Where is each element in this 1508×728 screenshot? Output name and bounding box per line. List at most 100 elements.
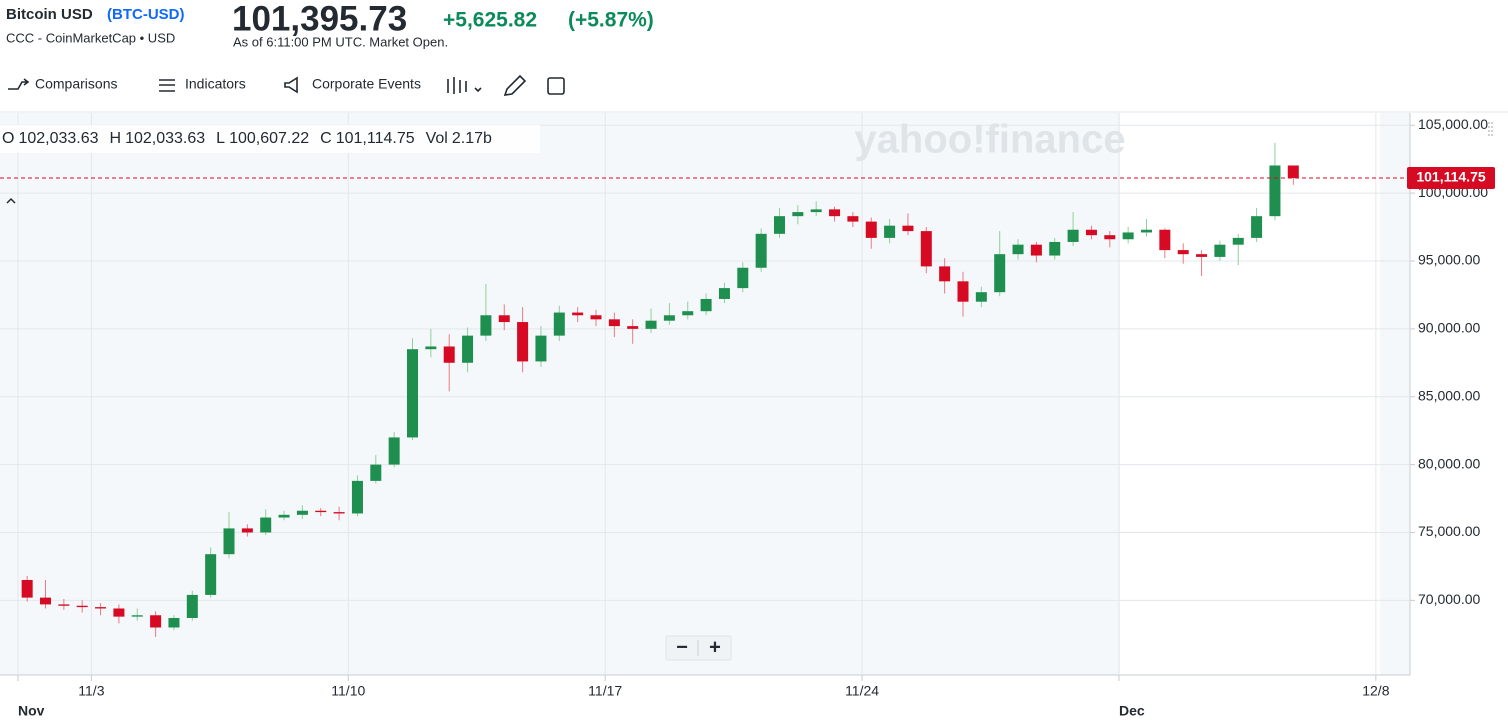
candle-body bbox=[1232, 237, 1244, 245]
quote-change: +5,625.82 bbox=[443, 9, 537, 32]
candle-body bbox=[718, 288, 730, 299]
ohlc-label: H bbox=[110, 130, 122, 147]
x-tick-label: 11/3 bbox=[78, 683, 104, 699]
candle-body bbox=[113, 608, 125, 617]
candle-body bbox=[1214, 244, 1226, 257]
candle-body bbox=[1177, 250, 1189, 255]
candle-body bbox=[21, 579, 33, 598]
candle-body bbox=[590, 315, 602, 320]
candle-body bbox=[865, 221, 877, 238]
candle-body bbox=[1122, 232, 1134, 240]
y-tick-label: 70,000.00 bbox=[1418, 591, 1480, 607]
candle-body bbox=[205, 554, 217, 595]
candle-body bbox=[406, 349, 419, 438]
candle-body bbox=[553, 312, 565, 336]
events-icon bbox=[284, 76, 298, 94]
candle-body bbox=[994, 254, 1006, 293]
table-icon[interactable] bbox=[547, 77, 565, 95]
quote-as-of: As of 6:11:00 PM UTC. Market Open. bbox=[233, 34, 448, 49]
candle-body bbox=[370, 464, 382, 481]
x-tick-label: 11/24 bbox=[845, 683, 879, 699]
quote-source: CCC - CoinMarketCap • USD bbox=[6, 30, 175, 45]
candle-body bbox=[957, 281, 969, 302]
candle-body bbox=[333, 512, 345, 514]
candle-body bbox=[351, 480, 363, 514]
candle-body bbox=[315, 510, 327, 513]
ohlc-value: 102,033.63 bbox=[125, 130, 205, 147]
candle-body bbox=[260, 517, 272, 533]
candle-body bbox=[480, 315, 492, 336]
candle-body bbox=[700, 298, 712, 312]
x-tick-label: 12/8 bbox=[1362, 683, 1389, 699]
candle-body bbox=[40, 597, 52, 605]
y-tick-label: 95,000.00 bbox=[1418, 252, 1480, 268]
toolbar-button[interactable]: Corporate Events bbox=[312, 76, 421, 92]
ohlc-value: 100,607.22 bbox=[229, 130, 309, 147]
candle-body bbox=[296, 510, 308, 515]
candle-body bbox=[663, 315, 675, 321]
dropdown-icon bbox=[474, 87, 482, 93]
candle-body bbox=[1067, 229, 1079, 242]
grid bbox=[0, 113, 1410, 675]
candle-body bbox=[939, 266, 951, 282]
zoom-control: − + bbox=[665, 635, 732, 661]
y-tick-label: 75,000.00 bbox=[1418, 523, 1480, 539]
x-tick-label: 11/17 bbox=[588, 683, 622, 699]
candle-body bbox=[1104, 235, 1116, 240]
quote-price: 101,395.73 bbox=[232, 0, 407, 38]
candle-body bbox=[1030, 244, 1042, 256]
ohlc-label: O bbox=[2, 130, 14, 147]
candle-body bbox=[773, 216, 786, 234]
candle-body bbox=[1049, 241, 1061, 256]
chart-type-icon bbox=[447, 77, 467, 94]
ohlc-label: L bbox=[216, 130, 225, 147]
candle-body bbox=[76, 605, 88, 608]
toolbar-button[interactable]: Indicators bbox=[185, 76, 246, 92]
plot-shade bbox=[0, 113, 1120, 675]
ohlc-box bbox=[0, 125, 540, 153]
candle-body bbox=[517, 322, 529, 362]
quote-symbol[interactable]: (BTC-USD) bbox=[107, 6, 184, 23]
candle-body bbox=[902, 225, 914, 232]
ohlc-header: O 102,033.63 H 102,033.63 L 100,607.22 C 101,11… bbox=[2, 130, 492, 147]
candle-body bbox=[608, 319, 620, 327]
ohlc-value: 102,033.63 bbox=[18, 130, 98, 147]
zoom-out[interactable]: − bbox=[676, 636, 688, 658]
collapse-icon[interactable] bbox=[6, 197, 16, 204]
candle-body bbox=[95, 607, 107, 609]
quote-name: Bitcoin USD bbox=[6, 6, 93, 23]
candle-body bbox=[443, 346, 455, 363]
candle-body bbox=[1085, 229, 1097, 236]
watermark: yahoo!finance bbox=[854, 118, 1125, 162]
candle-body bbox=[462, 335, 474, 363]
candle-body bbox=[58, 604, 70, 606]
toolbar bbox=[8, 74, 565, 96]
candle-body bbox=[1269, 165, 1281, 217]
zoom-in[interactable]: + bbox=[709, 636, 721, 658]
candle-body bbox=[1251, 216, 1263, 238]
candle-body bbox=[829, 209, 841, 217]
toolbar-button[interactable]: Comparisons bbox=[35, 76, 117, 92]
candle-body bbox=[388, 437, 400, 465]
x-tick-label: Nov bbox=[18, 703, 45, 719]
candle-body bbox=[1140, 229, 1153, 233]
settings-icon[interactable] bbox=[1488, 122, 1493, 136]
ohlc-label: C bbox=[320, 130, 332, 147]
x-tick-label: 11/10 bbox=[331, 683, 365, 699]
candle-body bbox=[150, 615, 162, 628]
ohlc-label: Vol bbox=[426, 130, 448, 147]
ohlc-value: 101,114.75 bbox=[336, 130, 415, 147]
y-tick-label: 90,000.00 bbox=[1418, 320, 1480, 336]
candles bbox=[0, 142, 1410, 637]
candle-body bbox=[425, 346, 437, 350]
candle-body bbox=[884, 225, 896, 238]
candle-body bbox=[278, 514, 290, 518]
candle-body bbox=[498, 315, 510, 323]
candle-body bbox=[535, 335, 547, 362]
candle-body bbox=[755, 233, 767, 268]
y-tick-label: 80,000.00 bbox=[1418, 455, 1480, 471]
candle-body bbox=[168, 617, 180, 628]
draw-icon[interactable] bbox=[503, 74, 527, 96]
